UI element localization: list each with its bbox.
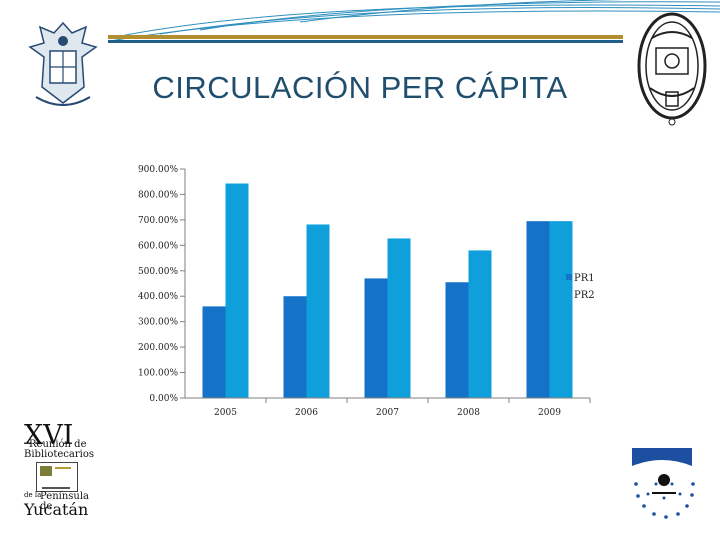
legend-label-pr2: PR2: [574, 290, 595, 301]
x-tick-label: 2006: [295, 408, 318, 418]
dotted-circle-logo-icon: [632, 448, 695, 519]
y-tick-label: 400.00%: [138, 292, 178, 302]
legend-swatch-pr1: [566, 274, 572, 280]
y-tick-label: 800.00%: [138, 190, 178, 200]
badge-line-5: Península de: [40, 491, 90, 512]
x-tick-label: 2009: [538, 408, 561, 418]
bar-pr2-2009: [549, 221, 573, 398]
y-tick-label: 500.00%: [138, 267, 178, 277]
bar-pr1-2007: [364, 278, 388, 398]
y-tick-label: 0.00%: [149, 394, 178, 404]
reunion-bibliotecarios-badge: XVI Reunión de Bibliotecarios de la Pení…: [24, 420, 94, 519]
bar-pr2-2007: [387, 238, 411, 398]
bar-pr2-2005: [225, 183, 249, 398]
slide-title: CIRCULACIÓN PER CÁPITA: [152, 70, 568, 105]
y-axis: 0.00% 100.00% 200.00% 300.00% 400.00% 500.00%…: [138, 165, 186, 404]
x-tick-label: 2008: [457, 408, 480, 418]
badge-line-1: XVI: [24, 420, 74, 451]
bar-pr2-2006: [306, 224, 330, 398]
badge-line-4: de la: [24, 491, 42, 499]
x-tick-label: 2005: [214, 408, 237, 418]
bar-pr1-2008: [445, 282, 469, 398]
y-tick-label: 300.00%: [138, 318, 178, 328]
x-tick-label: 2007: [376, 408, 399, 418]
y-tick-label: 200.00%: [138, 343, 178, 353]
badge-line-6: Yucatán: [24, 500, 89, 519]
y-tick-label: 700.00%: [138, 216, 178, 226]
legend-label-pr1: PR1: [574, 273, 595, 284]
badge-line-3: Bibliotecarios: [24, 449, 94, 460]
y-tick-label: 100.00%: [138, 369, 178, 379]
legend: PR1 PR2: [566, 273, 595, 301]
university-crest-icon: [22, 17, 104, 112]
bar-pr1-2006: [283, 296, 307, 398]
x-axis: 2005 2006 2007 2008 2009: [185, 397, 591, 418]
badge-line-2: Reunión de: [29, 439, 87, 450]
badge-emblem-icon: [36, 462, 78, 492]
bar-pr1-2005: [202, 306, 226, 398]
y-tick-label: 600.00%: [138, 241, 178, 251]
bar-pr1-2009: [526, 221, 550, 398]
legend-swatch-pr2: [566, 291, 572, 297]
university-seal-icon: [637, 12, 707, 126]
y-tick-label: 900.00%: [138, 165, 178, 175]
decorative-top-band: [108, 0, 720, 43]
bars: [202, 183, 573, 398]
bar-pr2-2008: [468, 250, 492, 398]
